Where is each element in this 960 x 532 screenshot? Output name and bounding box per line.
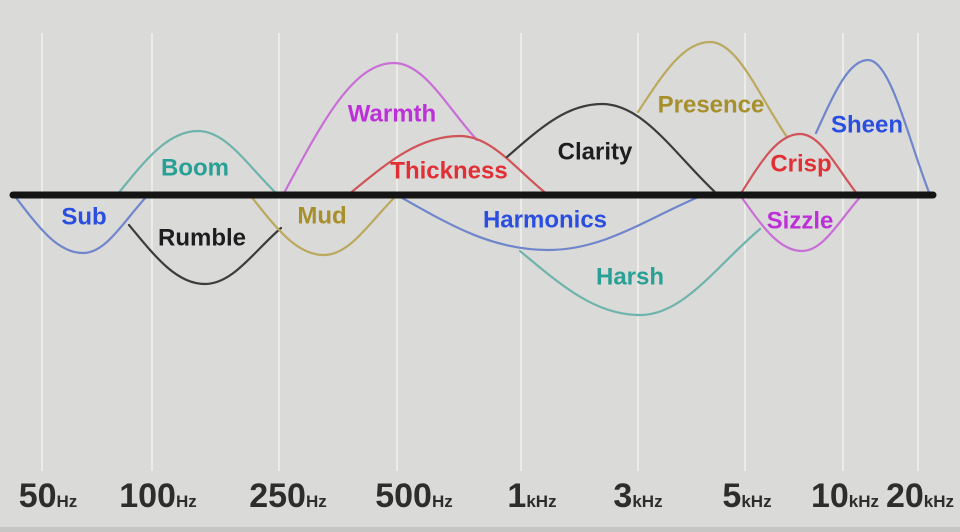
band-label-clarity: Clarity xyxy=(558,139,633,166)
tick-number: 250 xyxy=(249,477,306,515)
band-curve-boom xyxy=(115,129,280,197)
x-tick-20-khz: 20kHz xyxy=(886,477,954,515)
band-curve-sizzle xyxy=(738,193,864,253)
tick-unit: kHz xyxy=(849,492,879,511)
band-curve-sheen xyxy=(814,58,932,197)
band-curve-crisp xyxy=(738,132,860,197)
band-label-harsh: Harsh xyxy=(596,264,664,291)
band-curve-clarity xyxy=(505,102,720,197)
band-label-harmonics: Harmonics xyxy=(483,207,607,234)
band-label-sub: Sub xyxy=(61,204,106,231)
band-label-crisp: Crisp xyxy=(770,151,831,178)
x-tick-5-khz: 5kHz xyxy=(722,477,771,515)
tick-unit: kHz xyxy=(924,492,954,511)
x-tick-100-hz: 100Hz xyxy=(119,477,197,515)
band-label-presence: Presence xyxy=(658,92,765,119)
tick-unit: Hz xyxy=(432,492,453,511)
x-tick-500-hz: 500Hz xyxy=(375,477,453,515)
band-curve-presence xyxy=(636,40,789,139)
x-tick-3-khz: 3kHz xyxy=(613,477,662,515)
tick-number: 20 xyxy=(886,477,924,515)
x-tick-50-hz: 50Hz xyxy=(19,477,78,515)
x-tick-1-khz: 1kHz xyxy=(507,477,556,515)
tick-number: 1 xyxy=(507,477,526,515)
x-tick-10-khz: 10kHz xyxy=(811,477,879,515)
tick-number: 100 xyxy=(119,477,176,515)
band-label-warmth: Warmth xyxy=(348,101,436,128)
tick-number: 10 xyxy=(811,477,849,515)
tick-unit: kHz xyxy=(526,492,556,511)
band-curve-warmth xyxy=(281,61,479,197)
x-tick-250-hz: 250Hz xyxy=(249,477,327,515)
tick-number: 50 xyxy=(19,477,57,515)
band-label-thickness: Thickness xyxy=(390,158,507,185)
tick-number: 3 xyxy=(613,477,632,515)
band-curve-sub xyxy=(12,193,150,255)
tick-unit: Hz xyxy=(57,492,78,511)
bottom-edge-strip xyxy=(0,527,960,532)
band-label-sizzle: Sizzle xyxy=(767,208,834,235)
tick-unit: kHz xyxy=(741,492,771,511)
tick-unit: kHz xyxy=(632,492,662,511)
tick-unit: Hz xyxy=(176,492,197,511)
tick-unit: Hz xyxy=(306,492,327,511)
tick-number: 500 xyxy=(375,477,432,515)
band-curve-rumble xyxy=(127,223,283,286)
band-curve-mud xyxy=(248,193,399,257)
band-curve-thickness xyxy=(346,134,550,197)
band-label-rumble: Rumble xyxy=(158,225,246,252)
band-label-sheen: Sheen xyxy=(831,112,903,139)
band-label-boom: Boom xyxy=(161,155,229,182)
band-curve-harsh xyxy=(518,227,762,317)
band-curve-harmonics xyxy=(395,193,705,252)
band-label-mud: Mud xyxy=(297,203,346,230)
tick-number: 5 xyxy=(722,477,741,515)
